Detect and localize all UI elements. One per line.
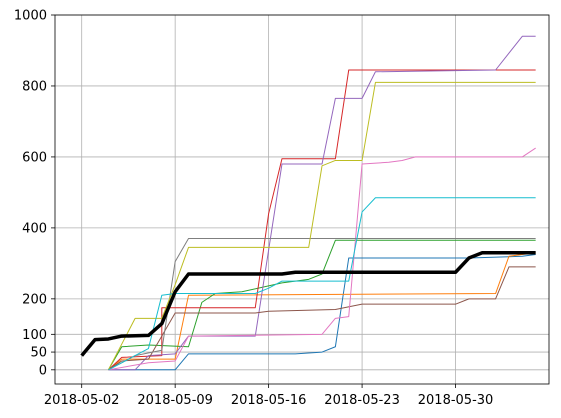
axes-frame <box>54 14 550 385</box>
x-gridlines <box>81 15 456 384</box>
x-tick-label: 2018-05-23 <box>324 393 400 408</box>
series-line <box>108 266 536 371</box>
plot-area <box>54 14 550 385</box>
y-tick-label: 800 <box>22 79 47 94</box>
series-line <box>107 81 536 371</box>
series-line <box>80 250 536 357</box>
series-line <box>108 69 536 371</box>
y-axis: 0 50 100 200 400 600 800 1000 <box>14 9 55 378</box>
y-tick-label: 50 <box>30 346 47 361</box>
series-line <box>108 197 536 371</box>
series-line <box>108 35 536 371</box>
x-tick-label: 2018-05-30 <box>418 393 494 408</box>
series-line <box>107 239 536 371</box>
y-tick-label: 0 <box>39 363 47 378</box>
x-tick-label: 2018-05-09 <box>137 393 213 408</box>
x-tick-label: 2018-05-16 <box>231 393 307 408</box>
series-line <box>108 147 536 371</box>
y-tick-label: 1000 <box>14 9 47 24</box>
y-tick-label: 600 <box>22 150 47 165</box>
x-axis: 2018-05-02 2018-05-09 2018-05-16 2018-05-23… <box>44 384 493 408</box>
y-tick-label: 200 <box>22 292 47 307</box>
y-tick-label: 400 <box>22 221 47 236</box>
series-line <box>108 254 536 371</box>
series-line <box>108 252 536 371</box>
series-lines <box>80 35 536 371</box>
y-tick-label: 100 <box>22 328 47 343</box>
x-tick-label: 2018-05-02 <box>44 393 120 408</box>
y-gridlines <box>55 14 549 371</box>
